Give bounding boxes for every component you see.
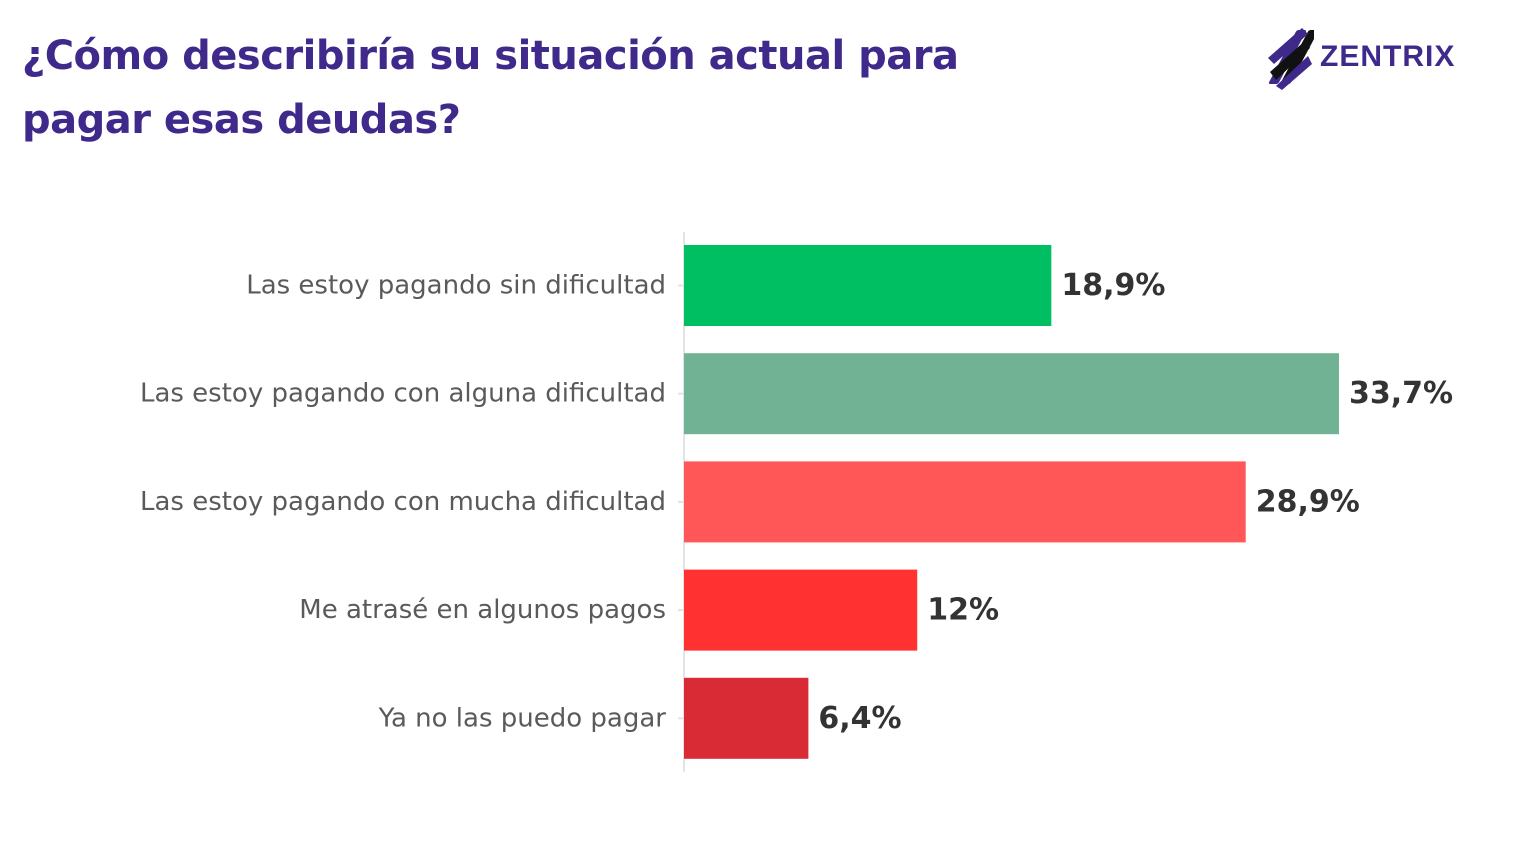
zentrix-stripes-icon <box>1268 28 1314 90</box>
value-label: 18,9% <box>1061 268 1165 303</box>
logo-wordmark: ZENTRIX <box>1320 40 1456 73</box>
category-label: Las estoy pagando con mucha dificultad <box>140 487 666 517</box>
value-label: 12% <box>927 593 999 628</box>
bar <box>684 245 1052 326</box>
chart-title: ¿Cómo describiría su situación actual pa… <box>22 33 959 143</box>
bar <box>684 569 918 651</box>
bar <box>684 461 1246 543</box>
bar <box>684 677 809 759</box>
value-label: 33,7% <box>1349 376 1453 411</box>
zentrix-logo: ZENTRIX <box>1262 22 1502 92</box>
category-label: Las estoy pagando con alguna dificultad <box>140 379 666 409</box>
value-label: 28,9% <box>1256 484 1360 519</box>
category-label: Me atrasé en algunos pagos <box>299 595 666 625</box>
category-label: Ya no las puedo pagar <box>378 703 667 733</box>
category-label: Las estoy pagando sin dificultad <box>246 271 666 301</box>
value-label: 6,4% <box>818 701 901 736</box>
bar <box>684 353 1339 435</box>
